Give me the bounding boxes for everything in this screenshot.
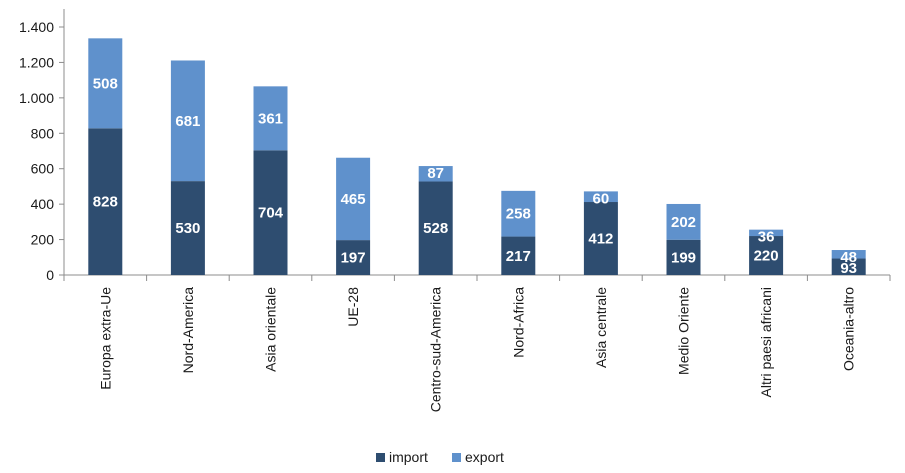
bars bbox=[88, 38, 866, 275]
data-label-export: 87 bbox=[427, 165, 444, 182]
bar-export bbox=[666, 203, 701, 240]
data-label-export: 681 bbox=[175, 113, 200, 130]
legend-swatch-export bbox=[452, 453, 461, 462]
x-category-label: Medio Oriente bbox=[676, 287, 692, 375]
y-tick-label: 200 bbox=[31, 232, 55, 248]
bar-import bbox=[418, 181, 453, 275]
legend: import export bbox=[376, 449, 504, 465]
data-label-import: 93 bbox=[840, 260, 857, 277]
data-label-import: 199 bbox=[671, 249, 696, 266]
data-label-import: 197 bbox=[341, 250, 366, 267]
bar-export bbox=[501, 190, 536, 237]
data-label-import: 220 bbox=[754, 248, 779, 265]
bar-import bbox=[583, 202, 618, 275]
bar-export bbox=[749, 229, 784, 237]
data-label-export: 361 bbox=[258, 110, 283, 127]
x-category-label: Asia orientale bbox=[263, 287, 279, 372]
data-label-export: 36 bbox=[758, 229, 775, 246]
data-label-export: 48 bbox=[840, 249, 857, 266]
data-label-import: 530 bbox=[175, 220, 200, 237]
bar-import bbox=[88, 128, 123, 275]
legend-label-export: export bbox=[465, 449, 504, 465]
bar-import bbox=[336, 240, 371, 275]
y-tick-label: 1.400 bbox=[19, 19, 54, 35]
data-label-export: 465 bbox=[341, 191, 366, 208]
y-tick-label: 800 bbox=[31, 125, 55, 141]
data-label-export: 508 bbox=[93, 75, 118, 92]
data-label-import: 412 bbox=[588, 231, 613, 248]
axes: 0 200 400 600 800 1.000 1.200 1.400 bbox=[19, 9, 891, 283]
x-category-label: Asia centrale bbox=[593, 287, 609, 368]
y-tick-label: 1.000 bbox=[19, 90, 54, 106]
data-label-import: 217 bbox=[506, 248, 531, 265]
x-category-label: Oceania-altro bbox=[841, 287, 857, 371]
x-category-label: Altri paesi africani bbox=[758, 287, 774, 398]
data-label-import: 528 bbox=[423, 220, 448, 237]
x-category-label: Europa extra-Ue bbox=[97, 287, 113, 390]
bar-import bbox=[749, 236, 784, 275]
bar-import bbox=[253, 150, 288, 275]
category-labels: Europa extra-Ue Nord-America Asia oriental… bbox=[97, 287, 856, 412]
data-label-export: 202 bbox=[671, 214, 696, 231]
legend-swatch-import bbox=[376, 453, 385, 462]
x-category-label: Nord-Africa bbox=[510, 287, 526, 358]
bar-import bbox=[831, 258, 866, 275]
bar-export bbox=[88, 38, 123, 129]
data-label-export: 258 bbox=[506, 206, 531, 223]
data-label-import: 828 bbox=[93, 194, 118, 211]
bar-export bbox=[336, 157, 371, 241]
bar-export bbox=[831, 250, 866, 259]
x-category-label: UE-28 bbox=[345, 287, 361, 327]
y-tick-label: 1.200 bbox=[19, 54, 54, 70]
data-label-export: 60 bbox=[593, 190, 610, 207]
y-tick-label: 0 bbox=[46, 267, 54, 283]
data-labels: 828 508 530 681 704 361 197 465 528 87 217 258 412 60… bbox=[93, 75, 857, 277]
x-category-label: Centro-sud-America bbox=[428, 287, 444, 412]
bar-import bbox=[501, 236, 536, 275]
y-tick-label: 600 bbox=[31, 161, 55, 177]
bar-import bbox=[666, 239, 701, 275]
legend-label-import: import bbox=[389, 449, 428, 465]
data-label-import: 704 bbox=[258, 205, 284, 222]
bar-export bbox=[418, 166, 453, 182]
bar-export bbox=[170, 60, 205, 182]
y-tick-label: 400 bbox=[31, 196, 55, 212]
bar-export bbox=[583, 191, 618, 203]
bar-export bbox=[253, 86, 288, 151]
bar-import bbox=[170, 181, 205, 275]
x-category-label: Nord-America bbox=[180, 287, 196, 374]
